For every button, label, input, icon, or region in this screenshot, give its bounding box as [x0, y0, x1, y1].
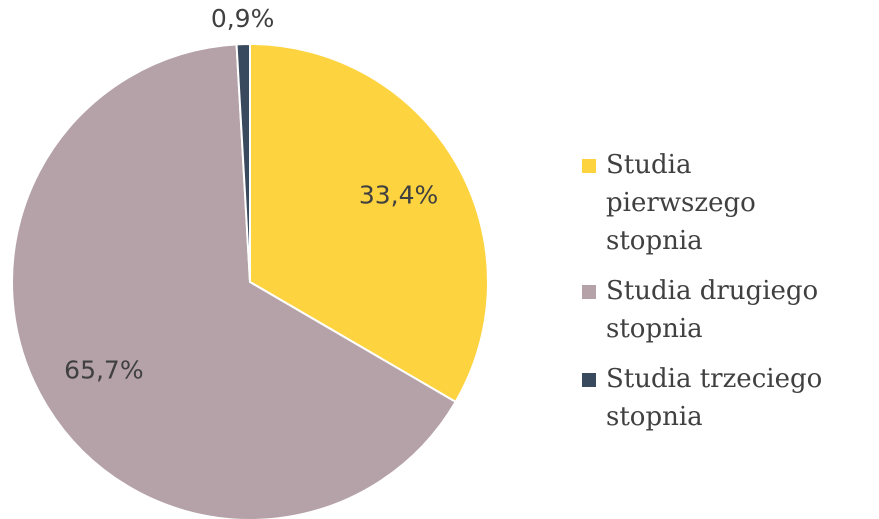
data-label: 33,4%	[359, 181, 438, 210]
legend-item: Studia pierwszego stopnia	[580, 146, 840, 260]
legend-swatch	[582, 159, 596, 173]
legend-label: Studia drugiego stopnia	[606, 276, 819, 344]
legend-label: Studia trzeciego stopnia	[606, 364, 823, 432]
legend-item: Studia drugiego stopnia	[580, 272, 840, 348]
legend-item: Studia trzeciego stopnia	[580, 360, 840, 436]
data-label: 65,7%	[64, 356, 143, 385]
data-label: 0,9%	[211, 4, 275, 33]
legend-swatch	[582, 373, 596, 387]
legend: Studia pierwszego stopnia Studia drugiego…	[580, 146, 840, 448]
pie-slice	[249, 42, 489, 404]
pie-slice	[11, 43, 457, 519]
legend-swatch	[582, 285, 596, 299]
legend-label: Studia pierwszego stopnia	[606, 150, 756, 256]
pie-slice	[235, 42, 251, 283]
